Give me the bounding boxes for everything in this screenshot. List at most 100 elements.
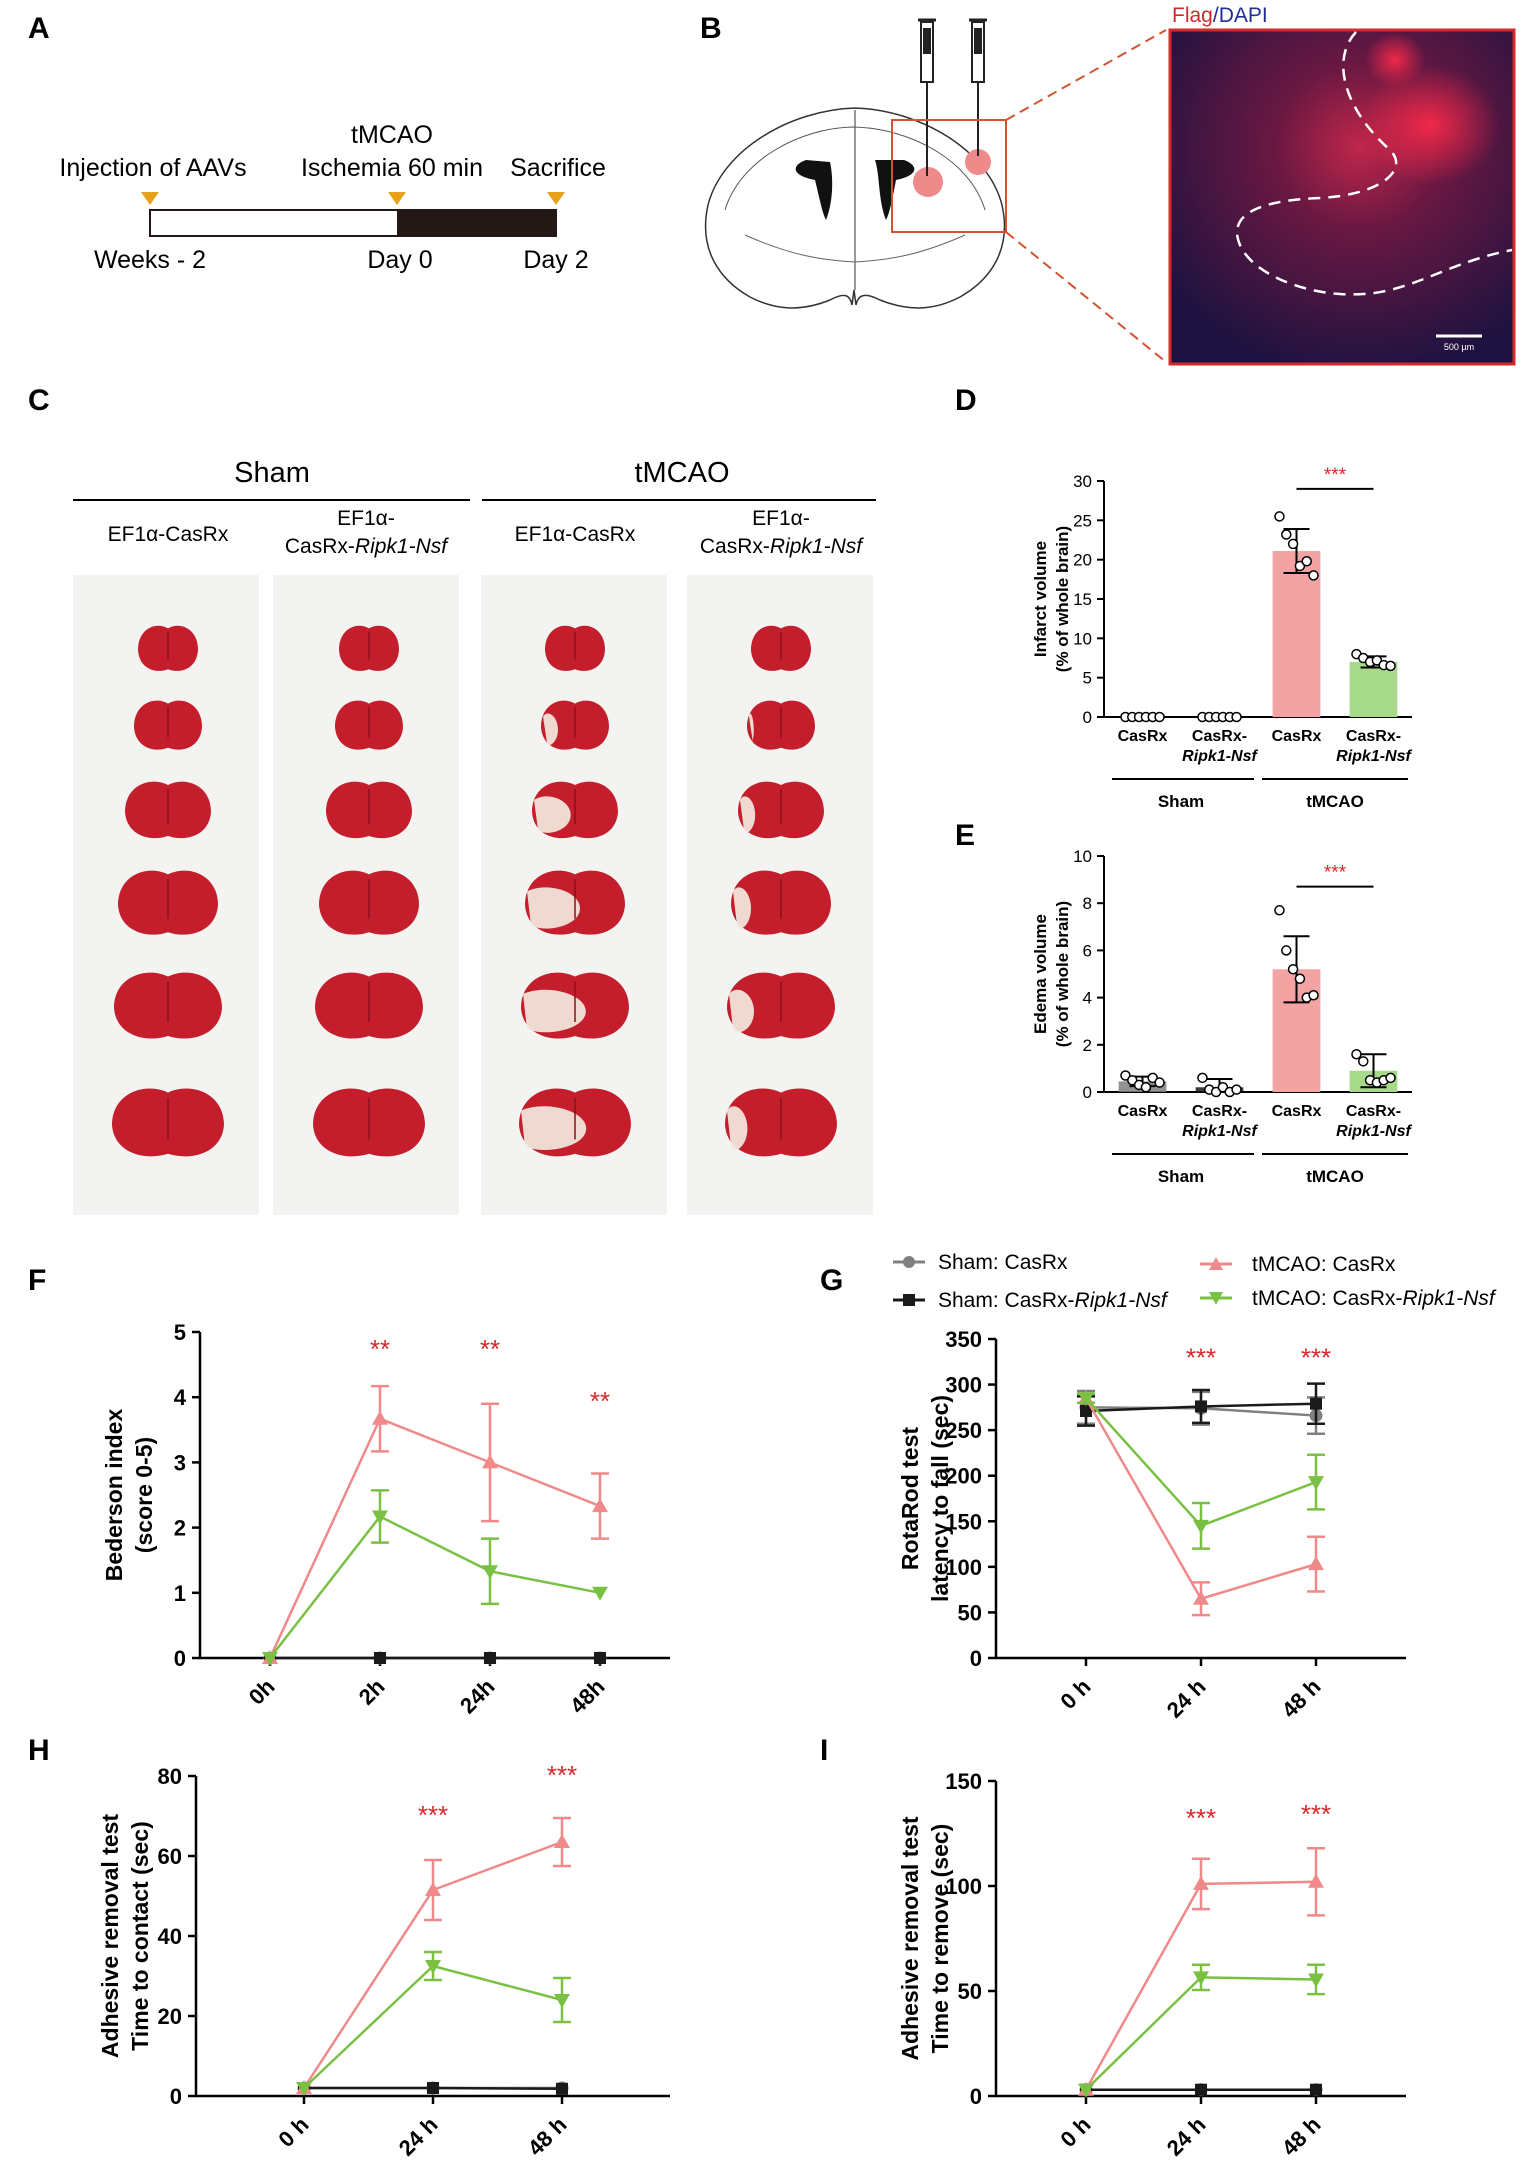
y-tick-label: 40 <box>158 1924 182 1949</box>
chart-adhesive-remove: 0 50 100 150 0 h 24 h 48 h Adhesive removal tes… <box>897 1769 1406 2160</box>
significance-stars: ** <box>590 1386 610 1416</box>
data-point <box>1385 1072 1396 1084</box>
flag-signal-glow-2 <box>1365 32 1425 88</box>
y-tick-label: 4 <box>174 1385 187 1410</box>
y-axis-label: Bederson index <box>101 1409 127 1582</box>
marker-triangle-down <box>1078 1392 1094 1407</box>
y-axis-label: (score 0-5) <box>131 1437 157 1553</box>
legend-sham-ko: Sham: CasRx-Ripk1-Nsf <box>938 1289 1169 1312</box>
label-injection: Injection of AAVs <box>59 154 246 182</box>
y-tick-label: 20 <box>1073 551 1092 570</box>
label-tmcao: tMCAO <box>351 121 433 149</box>
col2-prefix: CasRx- <box>285 535 355 558</box>
slice-infarct <box>727 1106 748 1150</box>
y-tick-label: 250 <box>945 1418 982 1443</box>
data-point <box>1351 1048 1362 1060</box>
panel-b-micrograph: Flag/DAPI 500 µm <box>1168 4 1516 366</box>
marker-triangle-down <box>1078 2083 1094 2098</box>
brain-slice-c2-r6 <box>313 1088 425 1157</box>
y-tick-label: 0 <box>1083 708 1092 727</box>
significance-stars: ** <box>480 1334 500 1364</box>
marker-triangle-up <box>1308 1873 1324 1888</box>
significance-stars: *** <box>1186 1342 1216 1372</box>
line-legend: Sham: CasRx Sham: CasRx-Ripk1-Nsf tMCAO:… <box>893 1251 1497 1312</box>
y-tick-label: 0 <box>970 2084 982 2109</box>
y-axis-label: Adhesive removal test <box>97 1814 123 2059</box>
series-line <box>1084 1397 1317 1601</box>
brain-slice-c1-r5 <box>114 972 222 1039</box>
series-line <box>269 1514 601 1659</box>
col2-italic: Ripk1-Nsf <box>355 535 449 558</box>
x-tick-label-italic: Ripk1-Nsf <box>1182 748 1258 765</box>
slice-infarct <box>740 796 756 833</box>
y-tick-label: 25 <box>1073 511 1092 530</box>
brain-slice-c4-r2 <box>747 700 815 750</box>
marker-triangle-down <box>482 1565 498 1580</box>
significance-stars: *** <box>547 1760 577 1790</box>
slice-infarct <box>543 713 558 746</box>
panel-letter-c: C <box>28 384 50 417</box>
series-line <box>1085 1976 1317 2091</box>
marker-triangle-up <box>482 1454 498 1469</box>
group-tmcao-label: tMCAO <box>634 457 729 489</box>
left-ventricle-icon <box>795 160 833 220</box>
legend-sham-ko-marker <box>903 1294 915 1306</box>
y-tick-label: 0 <box>174 1646 186 1671</box>
y-tick-label: 8 <box>1083 894 1092 913</box>
data-point <box>1274 511 1285 522</box>
x-tick-label-italic: Ripk1-Nsf <box>1182 1123 1258 1140</box>
data-point <box>1281 529 1292 540</box>
brain-slice-c2-r5 <box>315 972 423 1039</box>
chart-edema-volume: 0 2 4 6 8 10 Edema volume (% of whole brain) Cas… <box>1031 847 1413 1186</box>
marker-triangle-up <box>1193 1590 1209 1605</box>
region-boundary-1 <box>1235 31 1513 296</box>
legend-sham-ko-prefix: Sham: CasRx- <box>938 1289 1075 1312</box>
brain-slice-c2-r3 <box>326 781 412 839</box>
y-tick-label: 5 <box>174 1320 186 1345</box>
marker-triangle-up <box>1308 1556 1324 1571</box>
label-day2: Day 2 <box>523 246 588 274</box>
x-tick-label: 2h <box>354 1674 390 1710</box>
col1-label: EF1α-CasRx <box>108 523 229 546</box>
x-tick-label: CasRx <box>1118 728 1168 745</box>
col4-label-1: EF1α- <box>752 507 810 530</box>
y-axis-label: latency to fall (sec) <box>927 1395 953 1602</box>
y-tick-label: 80 <box>158 1764 182 1789</box>
marker-square <box>374 1652 386 1664</box>
data-point <box>1197 1072 1208 1084</box>
data-point <box>1301 555 1312 567</box>
y-axis-label: Time to remove (sec) <box>927 1824 953 2054</box>
y-tick-label: 50 <box>958 1979 982 2004</box>
y-tick-label: 5 <box>1083 669 1092 688</box>
syringe-1-icon <box>918 18 936 176</box>
y-axis-label: (% of whole brain) <box>1053 526 1072 672</box>
data-point <box>1358 1056 1369 1067</box>
zoom-box <box>891 119 1007 233</box>
panel-b-schematic <box>704 18 1167 363</box>
y-tick-label: 60 <box>158 1844 182 1869</box>
marker-square <box>1310 1397 1322 1410</box>
bar-4 <box>1349 661 1398 717</box>
y-tick-label: 4 <box>1083 989 1092 1008</box>
y-tick-label: 50 <box>958 1600 982 1625</box>
legend-tmcao-ko: tMCAO: CasRx-Ripk1-Nsf <box>1252 1287 1497 1310</box>
marker-triangle-up <box>592 1498 608 1513</box>
brain-slice-c1-r6 <box>112 1088 224 1157</box>
slice-infarct <box>523 989 586 1033</box>
data-point <box>1274 905 1285 916</box>
y-tick-label: 3 <box>174 1450 186 1475</box>
x-tick-label-italic: Ripk1-Nsf <box>1336 748 1412 765</box>
data-point <box>1231 1084 1242 1095</box>
x-tick-label: 0 h <box>1055 1674 1095 1714</box>
y-tick-label: 200 <box>945 1464 982 1489</box>
x-tick-label: 48 h <box>1277 2112 1326 2160</box>
x-tick-label: CasRx- <box>1346 728 1401 745</box>
brain-slice-c1-r2 <box>134 700 202 750</box>
y-tick-label: 100 <box>945 1555 982 1580</box>
data-point <box>1154 1077 1165 1088</box>
significance-stars: ** <box>370 1334 390 1364</box>
timeline-post-bar <box>397 209 557 237</box>
y-axis-label: Infarct volume <box>1031 541 1050 657</box>
x-tick-label: CasRx <box>1272 728 1322 745</box>
